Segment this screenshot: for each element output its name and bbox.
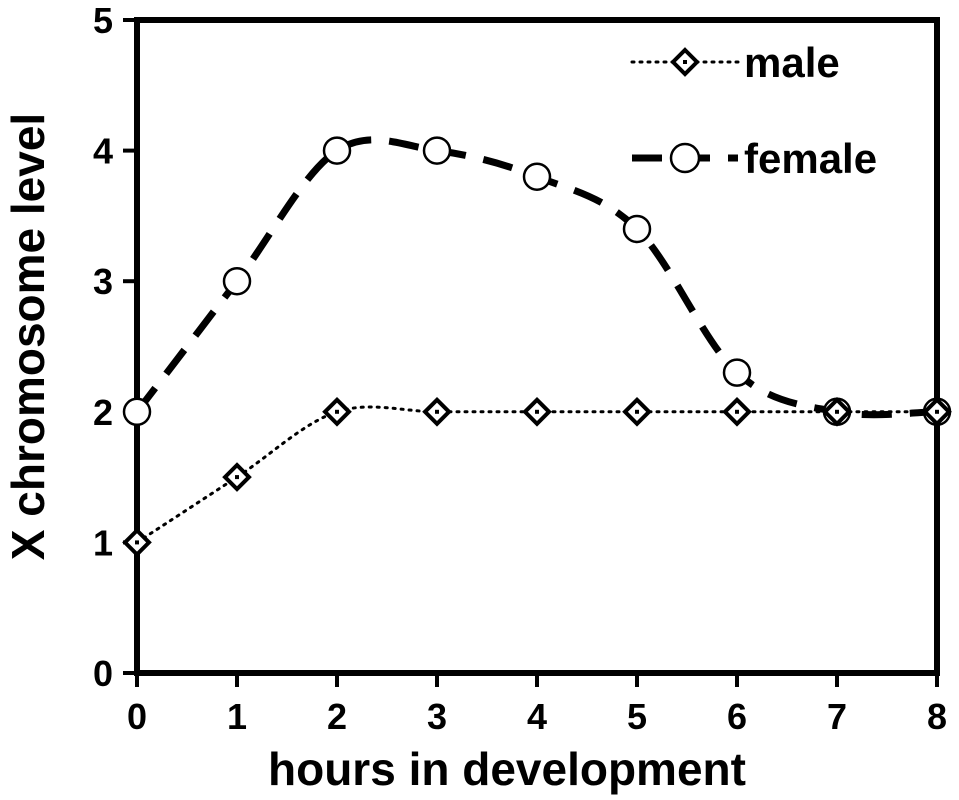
legend: male female — [630, 39, 877, 182]
x-tick-label: 4 — [527, 696, 547, 737]
x-tick-label: 0 — [127, 696, 147, 737]
data-point-male — [322, 396, 352, 427]
series-line-male — [135, 405, 939, 544]
data-point-male — [222, 462, 252, 492]
data-point-male — [722, 396, 752, 427]
x-axis-ticks: 0 1 2 3 4 5 6 7 8 — [127, 673, 947, 737]
x-tick-label: 3 — [427, 696, 447, 737]
data-point-female — [422, 136, 452, 165]
legend-label-female: female — [744, 135, 877, 182]
legend-marker-male — [670, 47, 700, 77]
y-tick-label: 5 — [93, 0, 113, 41]
plot-border — [134, 17, 940, 676]
series-layer — [122, 136, 952, 558]
x-tick-label: 1 — [227, 696, 247, 737]
data-point-male — [822, 396, 852, 427]
legend-item-male: male — [630, 39, 840, 86]
y-axis-ticks: 0 1 2 3 4 5 — [93, 0, 137, 694]
data-point-female — [322, 136, 352, 165]
legend-label-male: male — [744, 39, 840, 86]
series-male — [122, 396, 952, 558]
y-axis-title: X chromosome level — [2, 113, 54, 560]
x-axis-title: hours in development — [268, 743, 746, 795]
legend-marker-female — [669, 142, 701, 174]
y-tick-label: 4 — [93, 131, 113, 172]
legend-item-female: female — [632, 135, 877, 182]
data-point-female — [622, 214, 652, 244]
data-point-female — [222, 266, 252, 296]
x-tick-label: 2 — [327, 696, 347, 737]
data-point-female — [722, 358, 752, 387]
y-tick-label: 3 — [93, 261, 113, 302]
plot-frame — [134, 17, 940, 676]
x-tick-label: 6 — [727, 696, 747, 737]
data-point-female — [522, 162, 552, 191]
data-point-female — [122, 397, 152, 427]
y-tick-label: 0 — [93, 653, 113, 694]
data-point-male — [922, 396, 952, 427]
data-point-male — [422, 396, 452, 427]
y-tick-label: 1 — [93, 522, 113, 563]
data-point-male — [622, 396, 652, 427]
x-tick-label: 5 — [627, 696, 647, 737]
data-point-male — [122, 527, 152, 558]
y-tick-label: 2 — [93, 392, 113, 433]
data-point-male — [522, 396, 552, 427]
x-tick-label: 8 — [927, 696, 947, 737]
x-tick-label: 7 — [827, 696, 847, 737]
